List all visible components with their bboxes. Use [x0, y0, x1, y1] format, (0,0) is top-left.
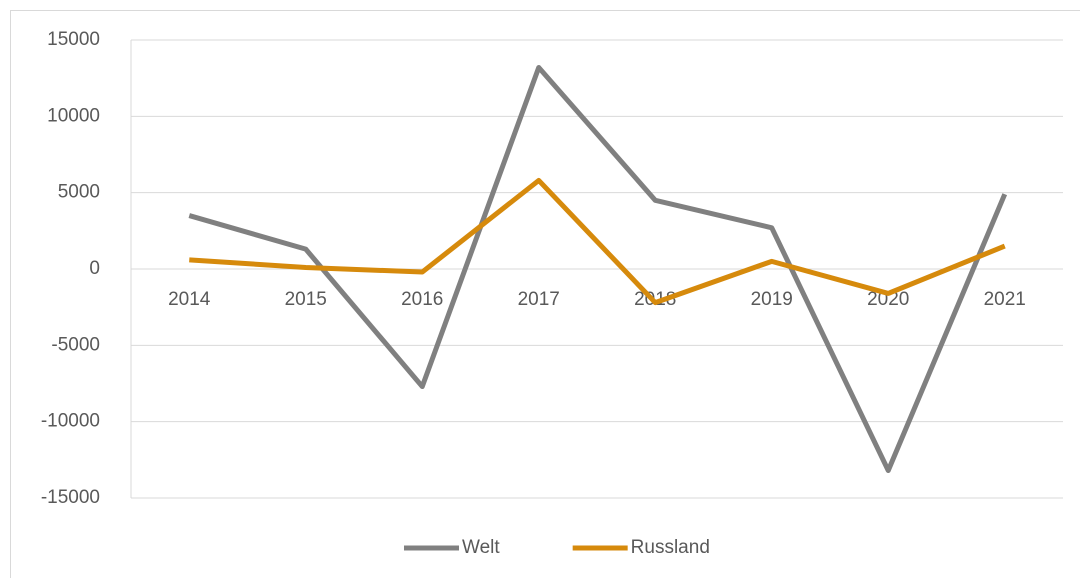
- y-tick-label: 15000: [47, 29, 100, 50]
- legend-label: Welt: [462, 537, 500, 558]
- x-tick-label: 2016: [401, 289, 443, 310]
- chart-border: [10, 10, 1080, 578]
- y-tick-label: -5000: [51, 334, 100, 355]
- x-tick-label: 2021: [984, 289, 1026, 310]
- y-tick-label: 0: [89, 258, 100, 279]
- y-tick-label: 10000: [47, 105, 100, 126]
- series-line: [189, 177, 1006, 306]
- x-tick-label: 2017: [518, 289, 560, 310]
- y-tick-label: 5000: [58, 182, 100, 203]
- series-line: [188, 64, 1008, 474]
- y-tick-label: -10000: [41, 411, 100, 432]
- legend-label: Russland: [631, 537, 710, 558]
- x-tick-label: 2014: [168, 289, 211, 310]
- y-tick-label: -15000: [41, 487, 100, 508]
- x-tick-label: 2015: [285, 289, 327, 310]
- x-tick-label: 2019: [751, 289, 793, 310]
- x-tick-label: 2020: [867, 289, 909, 310]
